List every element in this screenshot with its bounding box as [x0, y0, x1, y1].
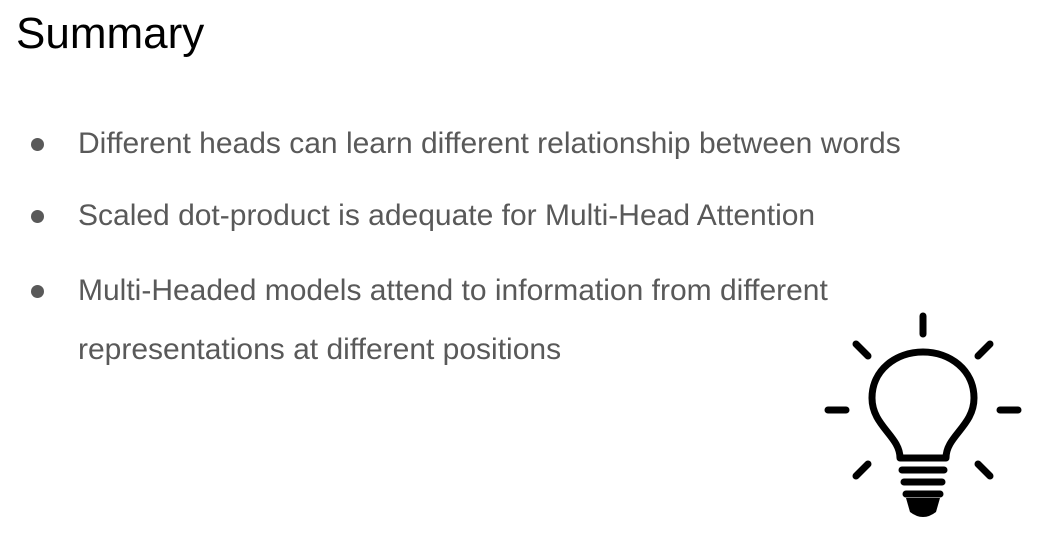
- ray-top-left: [852, 340, 872, 360]
- bullet-text: Different heads can learn different rela…: [78, 127, 901, 160]
- bullet-dot: [31, 285, 44, 298]
- ray-bottom-right: [974, 460, 994, 480]
- bullet-dot: [31, 138, 44, 151]
- bullet-text-continuation: representations at different positions: [78, 333, 562, 366]
- lightbulb-icon: [824, 312, 1022, 517]
- ray-top-right: [974, 340, 994, 360]
- slide-title: Summary: [16, 9, 205, 58]
- bulb-outline: [868, 348, 978, 462]
- bullet-text: Scaled dot-product is adequate for Multi…: [78, 199, 816, 232]
- bulb-cap: [906, 498, 940, 517]
- bullet-text: Multi-Headed models attend to informatio…: [78, 274, 828, 307]
- ray-bottom-left: [852, 460, 872, 480]
- bullet-dot: [31, 210, 44, 223]
